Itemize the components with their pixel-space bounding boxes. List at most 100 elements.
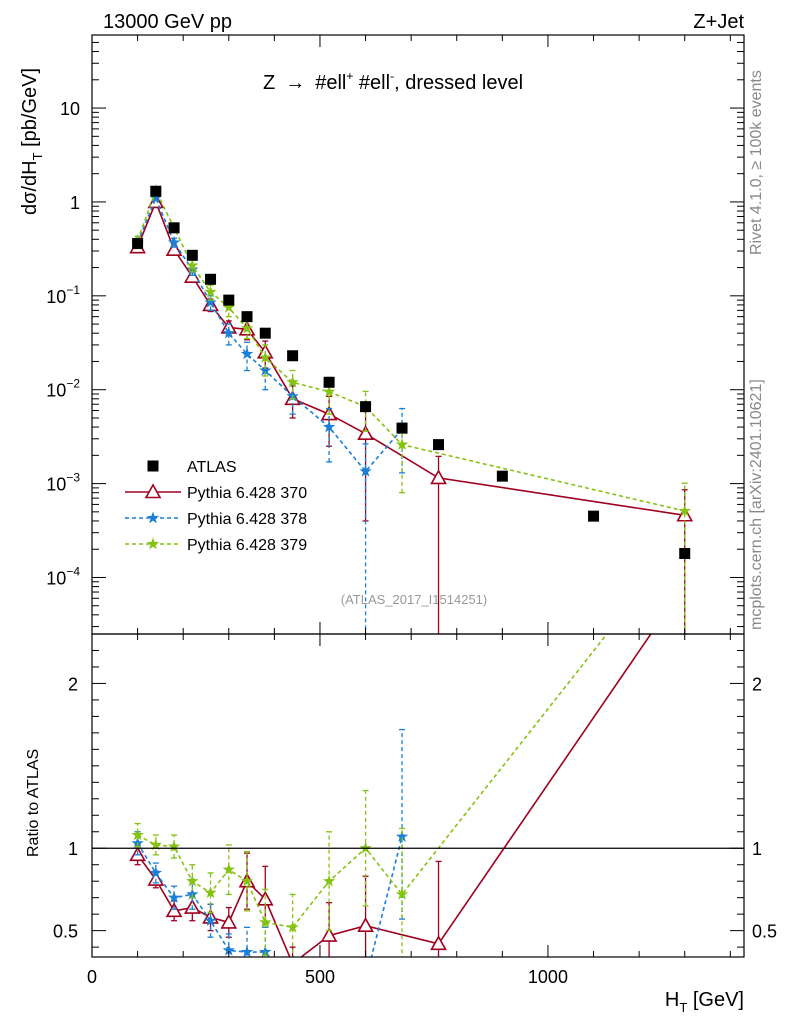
data-point — [396, 422, 408, 434]
data-point — [204, 914, 217, 926]
data-point — [149, 866, 163, 879]
ratio-panel-series — [129, 634, 688, 986]
data-point — [320, 926, 338, 942]
data-point — [222, 301, 235, 313]
data-point — [222, 863, 235, 875]
data-point — [240, 347, 254, 360]
y-tick-label: 10−4 — [46, 564, 80, 588]
x-tick-label: 0 — [87, 967, 97, 987]
data-point — [222, 943, 235, 956]
data-point — [430, 935, 447, 951]
ratio-y-tick-label-right: 0.5 — [752, 922, 777, 942]
data-point — [395, 887, 409, 900]
plot-title: Z → #ell+ #ell-, dressed level — [263, 69, 523, 94]
data-point — [588, 510, 600, 522]
legend-label: ATLAS — [187, 459, 237, 476]
data-point — [430, 469, 447, 485]
data-point — [322, 420, 336, 433]
data-point — [357, 425, 374, 440]
data-point — [259, 364, 272, 376]
ratio-y-tick-label-right: 2 — [752, 674, 762, 694]
data-point — [131, 828, 144, 841]
data-point — [204, 295, 217, 308]
legend-label: Pythia 6.428 379 — [187, 537, 307, 554]
data-point — [167, 891, 181, 903]
data-point — [322, 874, 336, 887]
ratio-y-tick-label-right: 1 — [752, 839, 762, 859]
data-point — [496, 470, 508, 482]
data-point — [167, 235, 181, 248]
ratio-panel-frame — [91, 633, 745, 958]
data-point — [149, 838, 163, 851]
data-point — [205, 273, 217, 285]
analysis-id-label: (ATLAS_2017_I1514251) — [341, 592, 487, 607]
data-point — [240, 945, 254, 957]
data-point — [222, 326, 235, 339]
main-panel-series — [129, 184, 694, 634]
x-tick-label: 1000 — [528, 967, 568, 987]
data-point — [149, 191, 163, 204]
data-point — [204, 285, 217, 298]
series-line — [136, 634, 652, 957]
y-tick-label: 10 — [60, 99, 80, 119]
data-point — [322, 385, 336, 398]
data-point — [287, 350, 299, 362]
legend-marker — [146, 511, 160, 524]
data-point — [132, 238, 144, 250]
data-point — [168, 222, 180, 234]
data-point — [395, 830, 409, 842]
y-tick-label: 10−1 — [46, 283, 80, 307]
data-point — [186, 259, 199, 271]
legend-marker — [147, 460, 159, 472]
y-tick-label: 10−3 — [46, 471, 80, 495]
data-point — [259, 351, 272, 363]
data-point — [167, 840, 181, 852]
data-point — [223, 294, 235, 306]
x-axis-label: HT [GeV] — [665, 989, 744, 1015]
y-tick-label: 1 — [70, 193, 80, 213]
ratio-y-tick-label: 1 — [68, 839, 78, 859]
legend: ATLAS Pythia 6.428 370 Pythia 6.428 378 Pyt… — [125, 459, 307, 554]
process-label: Z+Jet — [693, 11, 744, 33]
legend-label: Pythia 6.428 370 — [187, 485, 307, 502]
x-tick-label: 500 — [305, 967, 335, 987]
data-point — [357, 917, 374, 932]
legend-entry: ATLAS — [147, 459, 237, 476]
data-point — [291, 954, 294, 957]
y-axis-label: dσ/dHT [pb/GeV] — [19, 68, 45, 215]
data-point — [359, 974, 371, 986]
legend-entry: Pythia 6.428 370 — [125, 483, 307, 502]
data-point — [286, 974, 298, 986]
legend-entry: Pythia 6.428 379 — [125, 537, 307, 554]
data-point — [433, 439, 445, 451]
ratio-y-tick-label: 2 — [68, 674, 78, 694]
data-point — [240, 874, 254, 887]
data-point — [165, 902, 183, 918]
legend-label: Pythia 6.428 378 — [187, 511, 307, 528]
data-point — [186, 249, 198, 261]
data-point — [259, 945, 272, 957]
data-point — [186, 874, 199, 887]
data-point — [359, 841, 372, 854]
ratio-axis-label: Ratio to ATLAS — [25, 749, 42, 857]
data-point — [220, 913, 238, 929]
data-point — [286, 920, 299, 933]
data-point — [147, 870, 165, 886]
data-point — [241, 311, 253, 323]
main-atlas — [132, 185, 691, 560]
ratio-y-tick-label: 0.5 — [53, 922, 78, 942]
data-point — [286, 375, 299, 388]
y-tick-label: 10−2 — [46, 377, 80, 401]
data-point — [323, 376, 335, 388]
data-point — [204, 886, 217, 898]
legend-marker — [144, 483, 162, 499]
data-point — [679, 548, 691, 560]
ratio-pythia-6-428-379 — [131, 634, 608, 957]
legend-entry: Pythia 6.428 378 — [125, 511, 307, 528]
data-point — [395, 438, 409, 450]
mcplots-reference-label: mcplots.cern.ch [arXiv:2401.10621] — [748, 379, 765, 630]
data-point — [240, 321, 254, 334]
data-point — [259, 327, 271, 339]
rivet-version-label: Rivet 4.1.0, ≥ 100k events — [748, 70, 765, 255]
